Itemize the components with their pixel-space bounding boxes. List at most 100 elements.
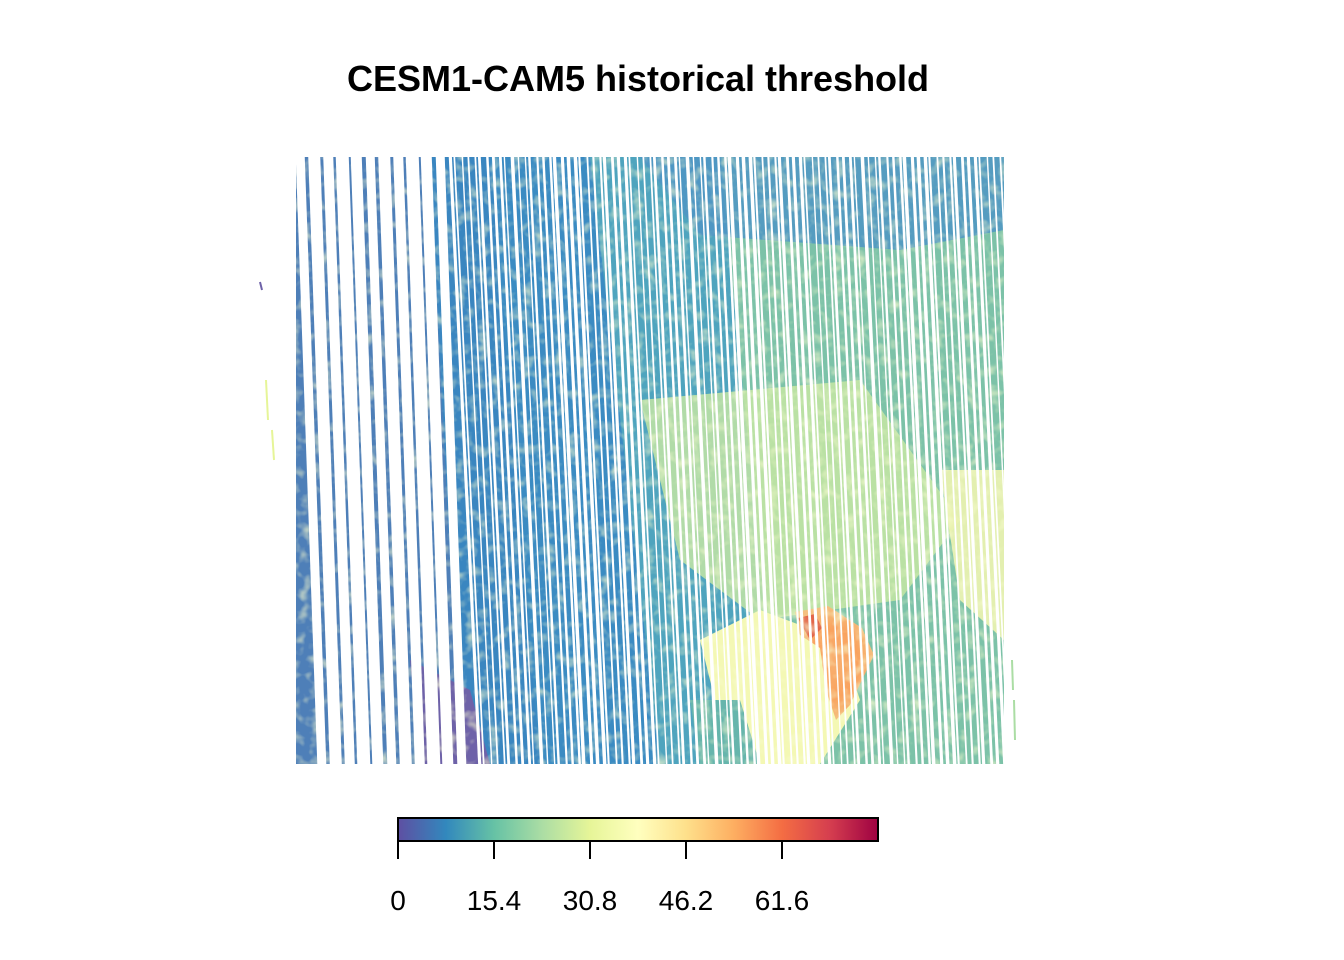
raster-field <box>296 157 1004 764</box>
gap-stripe <box>503 157 535 764</box>
colorbar: 0 15.4 30.8 46.2 61.6 <box>390 817 879 916</box>
gap-stripe <box>448 157 482 764</box>
colorbar-tick-label: 46.2 <box>659 885 714 916</box>
gap-stripe <box>748 157 782 764</box>
gap-stripe <box>798 157 832 764</box>
gap-stripe <box>453 157 485 764</box>
gap-stripe <box>941 157 975 764</box>
gap-stripe <box>785 157 819 764</box>
gap-stripe <box>323 157 355 764</box>
gap-stripe <box>916 157 950 764</box>
gap-stripe <box>835 157 869 764</box>
gap-stripe <box>766 157 800 764</box>
gap-stripe <box>853 157 885 764</box>
gap-stripe <box>308 157 342 764</box>
gap-stripe <box>973 157 1004 764</box>
gap-stripe <box>598 157 632 764</box>
gap-stripe <box>986 157 1004 764</box>
gap-stripe <box>811 157 843 764</box>
gap-stripe <box>999 157 1004 764</box>
gap-stripe <box>485 157 519 764</box>
gap-stripe <box>952 157 986 764</box>
gap-stripe <box>350 157 384 764</box>
gap-stripe <box>510 157 544 764</box>
gap-stripe <box>848 157 882 764</box>
gap-stripe <box>960 157 994 764</box>
gap-stripe <box>992 157 1004 764</box>
gap-stripe <box>841 157 875 764</box>
gap-stripe <box>827 157 861 764</box>
gap-stripe <box>910 157 944 764</box>
colorbar-tick-label: 0 <box>390 885 406 916</box>
gap-stripe <box>702 157 736 764</box>
gap-stripe <box>610 157 644 764</box>
gap-stripe <box>898 157 932 764</box>
gap-stripe <box>902 157 936 764</box>
gap-stripe <box>577 157 611 764</box>
swath-gaps <box>296 157 1004 764</box>
gap-stripe <box>877 157 911 764</box>
gap-stripe <box>552 157 586 764</box>
gap-stripe <box>474 157 506 764</box>
gap-stripe <box>824 157 856 764</box>
gap-stripe <box>498 157 532 764</box>
gap-stripe <box>716 157 750 764</box>
gap-stripe <box>467 157 499 764</box>
gap-stripe <box>541 157 575 764</box>
gap-stripe <box>335 157 371 764</box>
gap-stripe <box>296 157 327 764</box>
gap-stripe <box>923 157 957 764</box>
gap-stripe <box>710 157 744 764</box>
colorbar-tick-label: 15.4 <box>467 885 522 916</box>
gap-stripe <box>791 157 825 764</box>
gap-stripe <box>817 157 849 764</box>
colorbar-gradient <box>397 817 879 842</box>
gap-stripe <box>741 157 775 764</box>
gap-stripe <box>723 157 757 764</box>
gap-stripe <box>678 157 710 764</box>
gap-stripe <box>616 157 650 764</box>
gap-stripe <box>405 157 441 764</box>
gap-stripe <box>874 157 906 764</box>
gap-stripe <box>461 157 493 764</box>
gap-stripe <box>652 157 686 764</box>
gap-stripe <box>948 157 982 764</box>
gap-stripe <box>573 157 607 764</box>
gap-stripe <box>660 157 694 764</box>
gap-stripe <box>602 157 636 764</box>
gap-stripe <box>623 157 657 764</box>
gap-stripe <box>885 157 919 764</box>
gap-stripe <box>535 157 569 764</box>
gap-stripe <box>636 157 668 764</box>
gap-stripe <box>761 157 793 764</box>
colorbar-tick-label: 30.8 <box>563 885 618 916</box>
gap-stripe <box>867 157 899 764</box>
gap-stripe <box>560 157 594 764</box>
gap-stripe <box>548 157 582 764</box>
gap-stripe <box>591 157 625 764</box>
gap-stripe <box>666 157 700 764</box>
gap-stripe <box>393 157 425 764</box>
gap-stripe <box>586 157 618 764</box>
gap-stripe <box>685 157 719 764</box>
gap-stripe <box>420 157 454 764</box>
gap-stripe <box>978 157 1004 764</box>
gap-stripe <box>777 157 811 764</box>
gap-stripe <box>628 157 660 764</box>
gap-stripe <box>642 157 674 764</box>
gap-stripe <box>491 157 525 764</box>
gap-stripe <box>699 157 731 764</box>
gap-stripe <box>517 157 549 764</box>
gap-stripe <box>649 157 681 764</box>
gap-stripe <box>735 157 769 764</box>
chart-title: CESM1-CAM5 historical threshold <box>346 58 930 99</box>
outlier-pixels <box>259 281 1016 741</box>
colorbar-tick-label: 61.6 <box>755 885 810 916</box>
gap-stripe <box>673 157 707 764</box>
colorbar-ticks: 0 15.4 30.8 46.2 61.6 <box>390 841 809 916</box>
gap-stripe <box>936 157 968 764</box>
gap-stripe <box>378 157 412 764</box>
gap-stripe <box>477 157 511 764</box>
gap-stripe <box>966 157 1000 764</box>
